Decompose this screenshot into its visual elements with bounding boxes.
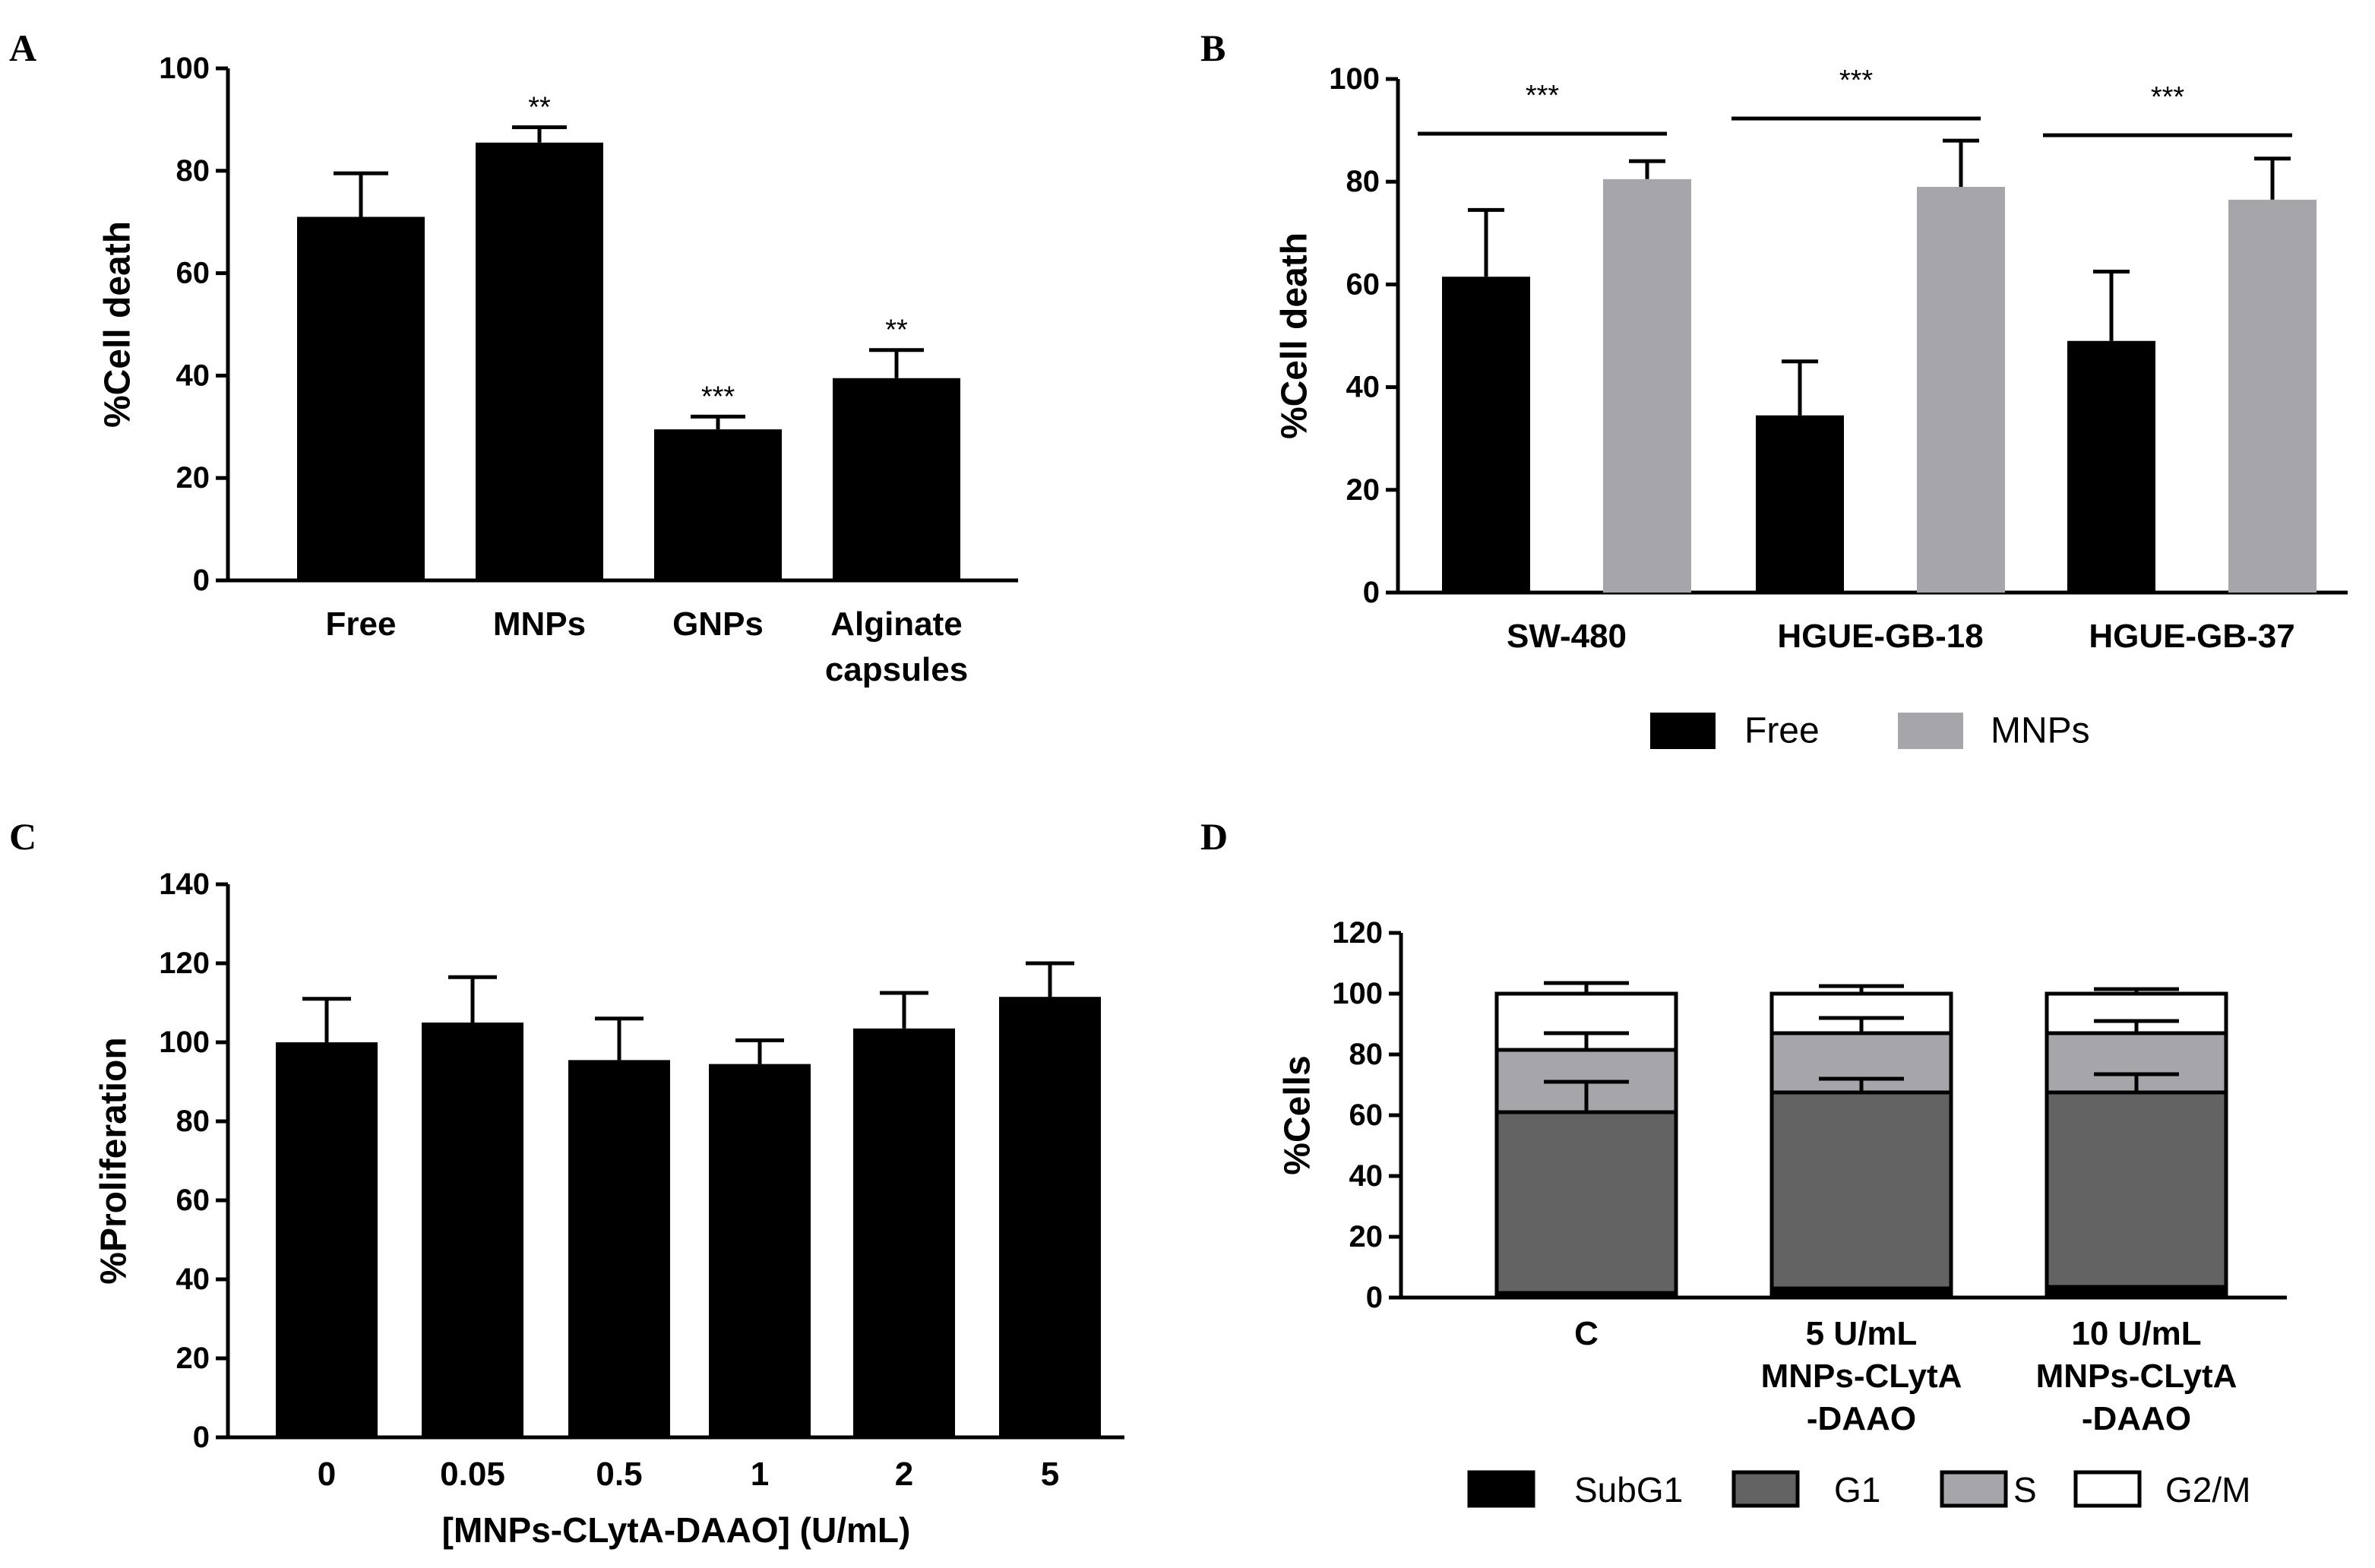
y-tick-label: 60	[176, 1184, 210, 1217]
significance-label: ***	[1526, 80, 1560, 112]
y-tick-label: 80	[176, 154, 210, 188]
y-tick-label: 120	[1332, 916, 1383, 950]
y-tick-label: 100	[159, 52, 210, 85]
x-tick-label: 5 U/mL	[1806, 1315, 1918, 1352]
panel-letter: C	[9, 815, 36, 858]
x-axis-title: [MNPs-CLytA-DAAO] (U/mL)	[442, 1510, 911, 1550]
bar	[2228, 199, 2316, 593]
legend-label: Free	[1744, 711, 1820, 751]
x-tick-label: HGUE-GB-37	[2089, 618, 2294, 655]
x-tick-label: Alginate	[830, 605, 963, 643]
y-tick-label: 120	[159, 947, 210, 980]
bar	[276, 1042, 378, 1437]
panel-letter: A	[9, 27, 36, 69]
legend-swatch	[1467, 1470, 1535, 1508]
x-tick-label: 2	[895, 1456, 913, 1493]
y-tick-label: 80	[1346, 165, 1380, 198]
y-tick-label: 20	[176, 461, 210, 495]
significance-label: **	[885, 315, 908, 346]
y-tick-label: 0	[193, 1421, 210, 1454]
y-tick-label: 140	[159, 868, 210, 901]
stacked-bar-segment	[2045, 1090, 2228, 1289]
y-tick-label: 20	[1349, 1220, 1384, 1253]
x-tick-label: capsules	[825, 651, 968, 688]
significance-label: ***	[1839, 65, 1874, 96]
legend-swatch	[1731, 1470, 1800, 1508]
legend-label: G2/M	[2165, 1470, 2250, 1510]
bar	[2067, 340, 2155, 593]
y-tick-label: 80	[1349, 1038, 1384, 1071]
panel-b: B 0 20 40 60 80 100 %Cell death *** SW-480 *** HGUE…	[1200, 27, 2348, 751]
bar	[654, 429, 782, 580]
bar	[568, 1060, 670, 1437]
y-tick-label: 20	[1346, 473, 1380, 507]
bar	[1442, 277, 1530, 593]
y-tick-label: 60	[1349, 1099, 1384, 1132]
y-tick-label: 40	[176, 1263, 210, 1296]
bar	[709, 1064, 811, 1437]
significance-label: ***	[701, 381, 735, 413]
legend-swatch	[1940, 1470, 2008, 1508]
bar	[297, 217, 425, 580]
y-tick-label: 40	[1349, 1159, 1384, 1193]
y-tick-label: 100	[1329, 62, 1380, 96]
x-tick-label: GNPs	[672, 605, 764, 643]
bar	[1756, 415, 1844, 593]
stacked-bar-segment	[1494, 1110, 1678, 1295]
legend-swatch	[1650, 713, 1716, 749]
legend-swatch	[1898, 713, 1963, 749]
y-tick-label: 80	[176, 1105, 210, 1138]
legend-label: G1	[1834, 1470, 1880, 1510]
legend-swatch	[2073, 1470, 2142, 1508]
panel-letter: B	[1200, 27, 1225, 69]
y-axis-title: %Cell death	[98, 221, 138, 428]
y-tick-label: 100	[159, 1026, 210, 1059]
y-axis-title: %Cell death	[1275, 232, 1315, 439]
panel-letter: D	[1200, 815, 1228, 858]
x-tick-label: 1	[751, 1456, 769, 1493]
y-tick-label: 0	[193, 564, 210, 597]
x-tick-label: -DAAO	[2082, 1400, 2191, 1437]
bar	[853, 1028, 955, 1437]
x-tick-label: 0.5	[596, 1456, 642, 1493]
x-tick-label: MNPs-CLytA	[2036, 1358, 2237, 1395]
y-tick-label: 100	[1332, 977, 1383, 1010]
bar	[999, 997, 1101, 1437]
bar	[1917, 186, 2005, 593]
x-tick-label: SW-480	[1507, 618, 1627, 655]
x-tick-label: 10 U/mL	[2071, 1315, 2201, 1352]
x-tick-label: MNPs-CLytA	[1761, 1358, 1962, 1395]
x-tick-label: 0	[318, 1456, 336, 1493]
y-tick-label: 20	[176, 1342, 210, 1375]
x-tick-label: 0.05	[440, 1456, 505, 1493]
x-tick-label: C	[1574, 1315, 1599, 1352]
bar	[833, 378, 960, 580]
y-tick-label: 0	[1363, 576, 1380, 609]
x-tick-label: -DAAO	[1807, 1400, 1916, 1437]
bar	[1603, 179, 1691, 593]
bar	[422, 1023, 523, 1437]
y-axis-title: %Proliferation	[94, 1037, 134, 1284]
legend-label: S	[2013, 1470, 2037, 1510]
y-axis-title: %Cells	[1278, 1055, 1318, 1174]
x-tick-label: HGUE-GB-18	[1777, 618, 1983, 655]
panel-c: C 0 20 40 60 80 100 120 140 %Proliferation 0 0.05 0.…	[9, 815, 1124, 1550]
legend-label: MNPs	[1991, 711, 2090, 751]
x-tick-label: 5	[1041, 1456, 1059, 1493]
y-tick-label: 40	[176, 359, 210, 392]
y-tick-label: 60	[1346, 267, 1380, 301]
significance-label: ***	[2151, 81, 2185, 113]
y-tick-label: 60	[176, 257, 210, 290]
y-tick-label: 0	[1366, 1281, 1383, 1314]
y-tick-label: 40	[1346, 371, 1380, 404]
x-tick-label: MNPs	[493, 605, 586, 643]
x-tick-label: Free	[326, 605, 397, 643]
panel-a: A 0 20 40 60 80 100 %Cell death Free ** MNPs *** GNP…	[9, 27, 1018, 688]
bar	[476, 142, 603, 581]
panel-d: D 0 20 40 60 80 100 120 %Cells C 5 U/mL MNPs-CLytA -…	[1200, 815, 2287, 1510]
stacked-bar-segment	[1769, 1090, 1953, 1291]
significance-label: **	[528, 92, 551, 124]
legend-label: SubG1	[1574, 1470, 1683, 1510]
